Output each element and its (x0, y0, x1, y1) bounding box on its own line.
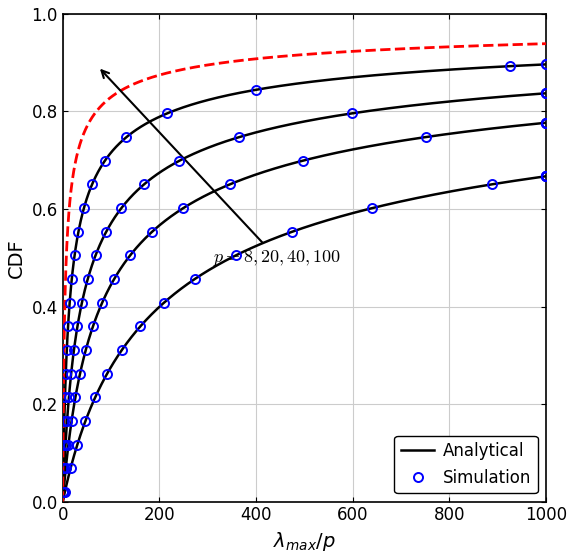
Y-axis label: CDF: CDF (7, 238, 26, 278)
Text: $p = 8, 20, 40, 100$: $p = 8, 20, 40, 100$ (102, 71, 341, 268)
Legend: Analytical, Simulation: Analytical, Simulation (394, 436, 538, 493)
X-axis label: $\lambda_{max}/p$: $\lambda_{max}/p$ (273, 530, 336, 553)
